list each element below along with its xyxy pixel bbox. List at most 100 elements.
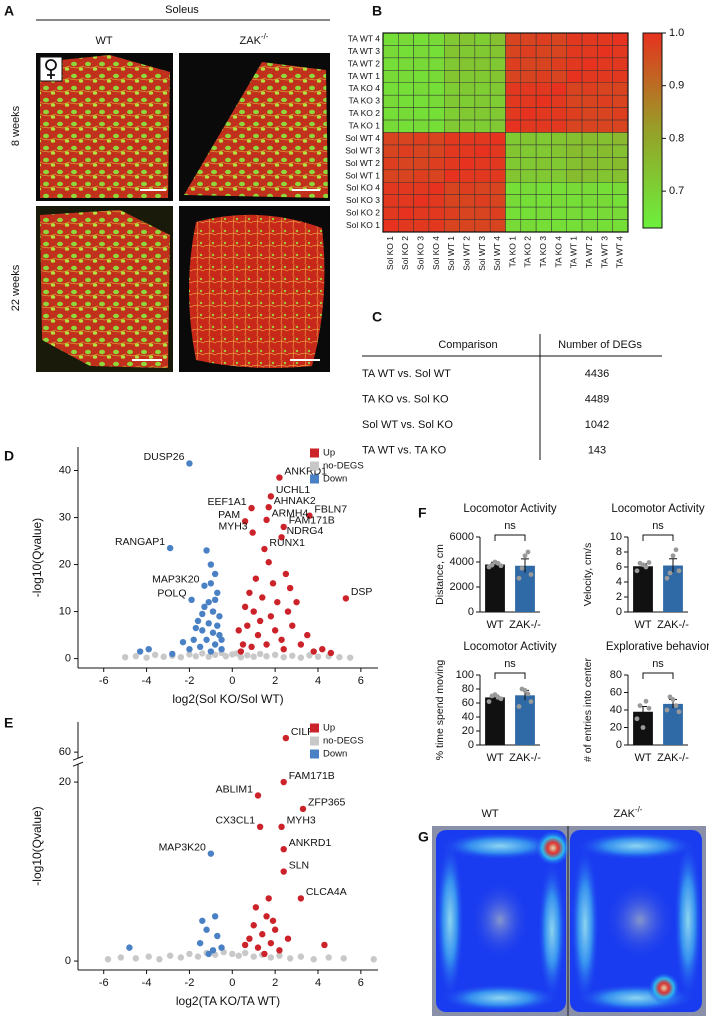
- legend-label: Down: [323, 474, 347, 485]
- point: [254, 792, 262, 799]
- y-tick-label: 0: [616, 739, 622, 751]
- column-label: Sol WT 4: [492, 236, 502, 271]
- heat-cell: [520, 144, 537, 158]
- heat-cell: [581, 45, 598, 59]
- point: [299, 805, 307, 813]
- row-label: TA WT 3: [348, 46, 381, 56]
- point: [207, 648, 215, 655]
- point: [207, 580, 215, 587]
- point: [205, 653, 212, 660]
- heat-cell: [398, 144, 414, 158]
- row-label: 22 weeks: [10, 264, 22, 311]
- heat-cell: [413, 119, 430, 133]
- point-label: CILP: [291, 726, 314, 738]
- point-label: DUSP26: [144, 451, 185, 463]
- x-tick-label: ZAK-/-: [509, 752, 541, 764]
- heat-cell: [459, 107, 476, 121]
- point: [214, 622, 221, 629]
- column-label: WT: [481, 808, 498, 820]
- y-tick-label: 0: [468, 606, 474, 618]
- heat-cell: [413, 70, 430, 83]
- point-label: MYH3: [287, 815, 316, 827]
- row-label: Sol WT 4: [345, 133, 380, 143]
- data-point: [664, 575, 670, 581]
- heat-cell: [444, 169, 460, 183]
- row-label: TA KO 1: [349, 121, 381, 131]
- heat-cell: [566, 169, 583, 183]
- data-point: [528, 699, 534, 704]
- point: [276, 947, 283, 954]
- column-label: TA WT 2: [584, 236, 594, 269]
- point: [252, 575, 260, 582]
- heat-cell: [505, 144, 522, 158]
- heat-cell: [581, 169, 598, 183]
- significance-label: ns: [504, 658, 516, 670]
- bar: [633, 566, 653, 612]
- point: [259, 594, 266, 601]
- heat-cell: [505, 82, 522, 96]
- point: [194, 953, 202, 960]
- point: [145, 953, 152, 960]
- point: [132, 653, 140, 660]
- heat-cell: [535, 45, 552, 59]
- point: [160, 653, 167, 660]
- heat-cell: [535, 32, 552, 46]
- point: [145, 645, 152, 653]
- point: [250, 922, 257, 929]
- point-label: RANGAP1: [115, 536, 165, 548]
- x-tick-label: 0: [229, 977, 235, 989]
- heat-cell: [597, 219, 613, 233]
- heat-cell: [459, 119, 476, 133]
- point: [319, 645, 326, 653]
- point: [203, 636, 210, 643]
- x-tick-label: 6: [358, 977, 364, 989]
- heat-cell: [428, 132, 445, 146]
- point: [297, 654, 305, 661]
- point: [263, 913, 270, 920]
- row-label: TA KO 3: [349, 96, 381, 106]
- point: [263, 641, 270, 648]
- heat-cell: [581, 57, 598, 71]
- legend-swatch: [310, 736, 319, 746]
- y-tick-label: 100: [456, 669, 474, 681]
- bar: [485, 697, 505, 745]
- point: [216, 613, 223, 620]
- heat-cell: [551, 119, 567, 133]
- heat-cell: [459, 132, 476, 146]
- heat-cell: [413, 144, 430, 158]
- heat-cell: [551, 132, 567, 146]
- point: [237, 648, 245, 655]
- point: [249, 529, 256, 536]
- heat-spot: [571, 845, 599, 1005]
- table-header: Number of DEGs: [558, 339, 642, 351]
- heat-cell: [535, 119, 552, 133]
- point: [325, 954, 332, 961]
- point: [248, 643, 255, 651]
- heat-cell: [612, 82, 629, 96]
- x-tick-label: -2: [185, 977, 195, 989]
- heat-cell: [489, 119, 506, 133]
- heat-cell: [612, 182, 629, 195]
- point: [244, 622, 251, 629]
- heat-cell: [612, 107, 629, 121]
- heat-cell: [413, 82, 430, 96]
- data-point: [516, 704, 522, 709]
- column-label: WT: [95, 35, 112, 47]
- y-tick-label: 10: [610, 531, 622, 543]
- point-label: FAM171B: [289, 515, 335, 527]
- heat-cell: [444, 107, 460, 121]
- heat-cell: [489, 94, 506, 108]
- heat-cell: [413, 107, 430, 121]
- point-label: CX3CL1: [215, 815, 255, 827]
- heat-cell: [581, 82, 598, 96]
- heat-cell: [566, 45, 583, 59]
- point: [241, 603, 249, 611]
- point: [244, 652, 251, 659]
- row-label: Sol KO 4: [346, 183, 380, 193]
- x-tick-label: -4: [142, 675, 152, 687]
- point: [192, 653, 200, 660]
- axis-break-gap: [73, 758, 83, 765]
- column-label: TA KO 1: [507, 236, 517, 268]
- y-tick-label: 60: [462, 697, 474, 709]
- point: [282, 734, 290, 742]
